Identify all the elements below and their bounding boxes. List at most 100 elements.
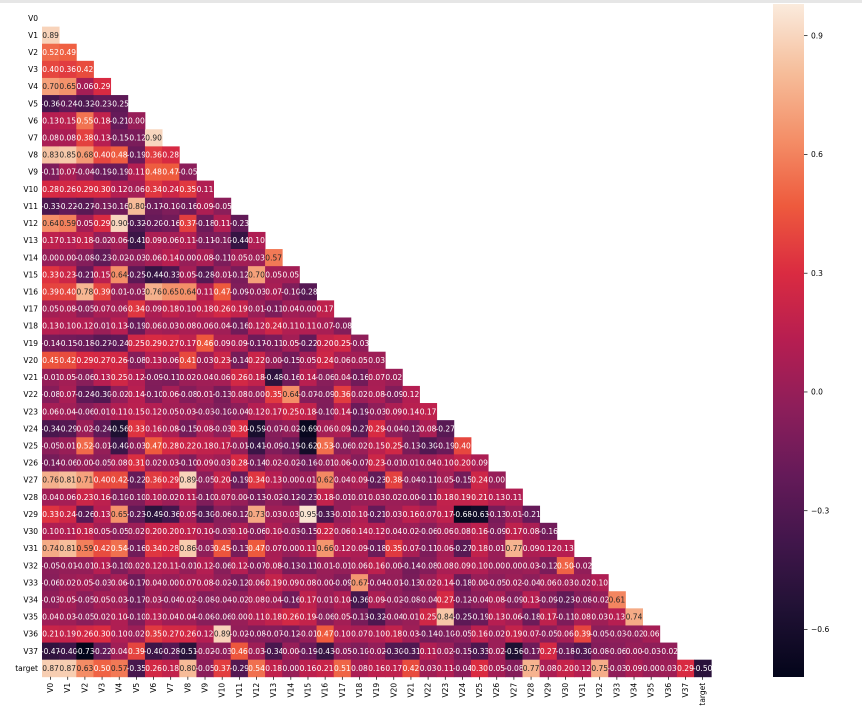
cell-value-label: 0.52 bbox=[42, 48, 59, 57]
heatmap-cell bbox=[522, 625, 541, 643]
cell-value-label: 0.62 bbox=[317, 476, 334, 485]
heatmap-cell bbox=[350, 659, 369, 678]
heatmap-cell bbox=[59, 129, 77, 147]
cell-value-label: 0.65 bbox=[59, 82, 76, 91]
cell-value-label: 0.07 bbox=[59, 168, 76, 177]
cell-value-label: -0.09 bbox=[333, 578, 353, 587]
heatmap-cell bbox=[144, 454, 163, 472]
heatmap-cell bbox=[350, 574, 369, 592]
heatmap-cell bbox=[76, 249, 94, 267]
cell-value-label: 0.45 bbox=[214, 544, 231, 553]
heatmap-cell bbox=[282, 351, 300, 370]
heatmap-cell bbox=[213, 249, 232, 267]
heatmap-cell bbox=[247, 557, 266, 575]
heatmap-cell bbox=[573, 608, 592, 626]
cell-value-label: 0.08 bbox=[300, 578, 317, 587]
cell-value-label: -0.13 bbox=[487, 510, 507, 519]
heatmap-cell bbox=[282, 300, 300, 318]
cell-value-label: 0.05 bbox=[282, 270, 299, 279]
cell-value-label: -0.04 bbox=[230, 407, 250, 416]
heatmap-cell bbox=[230, 437, 249, 455]
heatmap-cell bbox=[436, 539, 455, 558]
column-label-V34: V34 bbox=[630, 683, 639, 698]
heatmap-cell bbox=[247, 403, 266, 421]
heatmap-cell bbox=[59, 505, 77, 524]
cell-value-label: 0.28 bbox=[162, 151, 179, 160]
heatmap-cell bbox=[436, 437, 455, 455]
heatmap-cell bbox=[179, 505, 197, 524]
heatmap-cell bbox=[59, 249, 77, 267]
cell-value-label: -0.06 bbox=[58, 459, 78, 468]
heatmap-cell bbox=[385, 488, 403, 507]
cell-value-label: -0.27 bbox=[92, 339, 112, 348]
heatmap-cell bbox=[42, 351, 60, 370]
cell-value-label: 0.29 bbox=[77, 185, 94, 194]
heatmap-cell bbox=[385, 642, 403, 661]
heatmap-cell bbox=[110, 214, 129, 233]
cell-value-label: -0.13 bbox=[230, 544, 250, 553]
heatmap-cell bbox=[333, 437, 352, 455]
cell-value-label: -0.24 bbox=[75, 390, 95, 399]
cell-value-label: -0.02 bbox=[212, 578, 232, 587]
heatmap-cell bbox=[110, 625, 129, 643]
cell-value-label: -0.08 bbox=[333, 322, 353, 331]
heatmap-cell bbox=[76, 574, 94, 592]
heatmap-cell bbox=[127, 488, 146, 507]
heatmap-cell bbox=[402, 488, 420, 507]
cell-value-label: -0.04 bbox=[384, 424, 404, 433]
heatmap-cell bbox=[76, 539, 94, 558]
cell-value-label: 0.48 bbox=[111, 151, 128, 160]
heatmap-cell bbox=[247, 437, 266, 455]
cell-value-label: 0.40 bbox=[94, 151, 111, 160]
cell-value-label: -0.10 bbox=[127, 613, 147, 622]
cell-value-label: 0.01 bbox=[197, 390, 214, 399]
cell-value-label: -0.21 bbox=[110, 116, 130, 125]
heatmap-cell bbox=[59, 454, 77, 472]
cell-value-label: -0.25 bbox=[453, 613, 473, 622]
heatmap-cell bbox=[42, 608, 60, 626]
heatmap-cell bbox=[110, 368, 129, 387]
heatmap-cell bbox=[76, 454, 94, 472]
column-label-V23: V23 bbox=[441, 683, 450, 698]
heatmap-cell bbox=[608, 642, 626, 661]
heatmap-cell bbox=[162, 368, 180, 387]
cell-value-label: 0.55 bbox=[77, 116, 94, 125]
heatmap-cell bbox=[591, 591, 609, 609]
cell-value-label: -0.33 bbox=[470, 647, 490, 656]
cell-value-label: -0.04 bbox=[384, 613, 404, 622]
cell-value-label: 0.09 bbox=[282, 578, 299, 587]
cell-value-label: 0.11 bbox=[111, 407, 128, 416]
cell-value-label: -0.05 bbox=[75, 305, 95, 314]
heatmap-cell bbox=[59, 283, 77, 301]
heatmap-cell bbox=[213, 266, 232, 284]
heatmap-cell bbox=[179, 249, 197, 267]
cell-value-label: 0.08 bbox=[574, 613, 591, 622]
heatmap-cell bbox=[230, 488, 249, 507]
cell-value-label: -0.03 bbox=[212, 647, 232, 656]
heatmap-cell bbox=[539, 557, 558, 575]
cell-value-label: -0.32 bbox=[127, 219, 147, 228]
column-label-V10: V10 bbox=[218, 683, 227, 698]
heatmap-cell bbox=[385, 368, 403, 387]
heatmap-cell bbox=[59, 385, 77, 404]
heatmap-cell bbox=[213, 420, 232, 438]
heatmap-cell bbox=[333, 574, 352, 592]
heatmap-cell bbox=[76, 163, 94, 181]
row-label-V22: V22 bbox=[23, 390, 38, 399]
row-label-V19: V19 bbox=[23, 339, 38, 348]
heatmap-cell bbox=[110, 95, 129, 113]
heatmap-cell bbox=[213, 539, 232, 558]
cell-value-label: -0.10 bbox=[436, 630, 456, 639]
heatmap-cell bbox=[333, 505, 352, 524]
cell-value-label: 0.29 bbox=[162, 476, 179, 485]
heatmap-cell bbox=[608, 659, 626, 678]
heatmap-cell bbox=[213, 197, 232, 216]
heatmap-cell bbox=[488, 522, 506, 541]
cell-value-label: 0.24 bbox=[471, 476, 488, 485]
cell-value-label: -0.24 bbox=[92, 424, 112, 433]
cell-value-label: 0.70 bbox=[248, 270, 265, 279]
heatmap-cell bbox=[282, 488, 300, 507]
heatmap-cell bbox=[144, 403, 163, 421]
heatmap-cell bbox=[265, 539, 283, 558]
heatmap-cell bbox=[76, 557, 94, 575]
